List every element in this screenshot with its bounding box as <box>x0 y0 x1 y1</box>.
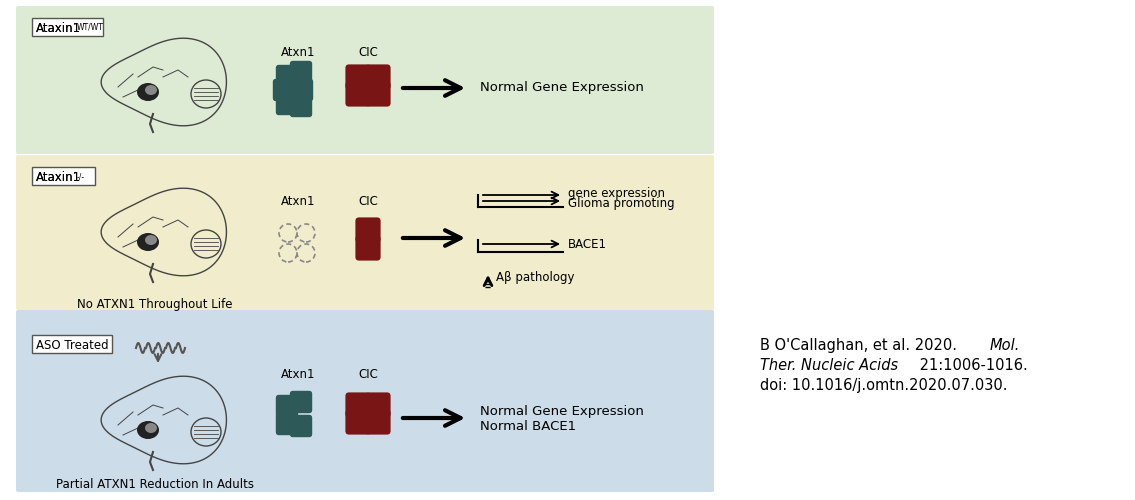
FancyBboxPatch shape <box>365 64 390 90</box>
Ellipse shape <box>137 233 159 251</box>
FancyBboxPatch shape <box>365 392 390 417</box>
Text: doi: 10.1016/j.omtn.2020.07.030.: doi: 10.1016/j.omtn.2020.07.030. <box>760 378 1008 393</box>
Text: -/-: -/- <box>76 172 85 181</box>
Text: 21:1006-1016.: 21:1006-1016. <box>915 358 1028 373</box>
FancyBboxPatch shape <box>276 93 299 115</box>
Text: Partial ATXN1 Reduction In Adults: Partial ATXN1 Reduction In Adults <box>56 478 254 491</box>
Text: BACE1: BACE1 <box>568 238 607 250</box>
FancyBboxPatch shape <box>32 18 102 36</box>
Text: Ther. Nucleic Acids: Ther. Nucleic Acids <box>760 358 898 373</box>
FancyBboxPatch shape <box>16 155 714 310</box>
Text: WT/WT: WT/WT <box>76 23 103 32</box>
FancyBboxPatch shape <box>345 410 371 434</box>
Text: Atxn1: Atxn1 <box>280 46 316 59</box>
FancyBboxPatch shape <box>276 65 299 87</box>
Text: CIC: CIC <box>358 368 378 381</box>
Text: Normal BACE1: Normal BACE1 <box>480 420 577 434</box>
Text: ASO Treated: ASO Treated <box>36 339 109 352</box>
Text: Ataxin1: Ataxin1 <box>36 22 81 35</box>
Ellipse shape <box>145 85 157 95</box>
FancyBboxPatch shape <box>355 218 380 242</box>
Text: Aβ pathology: Aβ pathology <box>496 272 574 284</box>
Text: CIC: CIC <box>358 46 378 59</box>
FancyBboxPatch shape <box>32 335 112 353</box>
Ellipse shape <box>137 421 159 439</box>
FancyBboxPatch shape <box>276 395 299 417</box>
Text: Atxn1: Atxn1 <box>280 195 316 208</box>
Text: gene expression: gene expression <box>568 186 665 200</box>
FancyBboxPatch shape <box>289 391 312 413</box>
Text: Normal Gene Expression: Normal Gene Expression <box>480 82 644 94</box>
Text: B O'Callaghan, et al. 2020.: B O'Callaghan, et al. 2020. <box>760 338 961 353</box>
FancyBboxPatch shape <box>16 310 714 492</box>
Text: Normal Gene Expression: Normal Gene Expression <box>480 406 644 418</box>
FancyBboxPatch shape <box>365 410 390 434</box>
FancyBboxPatch shape <box>276 413 299 435</box>
FancyBboxPatch shape <box>289 61 312 83</box>
FancyBboxPatch shape <box>291 79 313 101</box>
Text: CIC: CIC <box>358 195 378 208</box>
FancyBboxPatch shape <box>32 167 94 185</box>
FancyBboxPatch shape <box>345 392 371 417</box>
FancyBboxPatch shape <box>345 64 371 90</box>
Text: Ataxin1: Ataxin1 <box>36 171 81 184</box>
FancyBboxPatch shape <box>16 6 714 154</box>
Text: Glioma promoting: Glioma promoting <box>568 196 674 209</box>
Text: Ataxin1: Ataxin1 <box>36 22 81 35</box>
Ellipse shape <box>137 83 159 101</box>
FancyBboxPatch shape <box>289 95 312 117</box>
FancyBboxPatch shape <box>355 236 380 260</box>
FancyBboxPatch shape <box>345 82 371 106</box>
Text: Atxn1: Atxn1 <box>280 368 316 381</box>
Ellipse shape <box>145 235 157 245</box>
Text: No ATXN1 Throughout Life: No ATXN1 Throughout Life <box>77 298 233 311</box>
FancyBboxPatch shape <box>365 82 390 106</box>
Text: Mol.: Mol. <box>990 338 1020 353</box>
FancyBboxPatch shape <box>272 79 295 101</box>
Ellipse shape <box>145 423 157 433</box>
FancyBboxPatch shape <box>289 415 312 437</box>
Text: Ataxin1: Ataxin1 <box>36 171 81 184</box>
